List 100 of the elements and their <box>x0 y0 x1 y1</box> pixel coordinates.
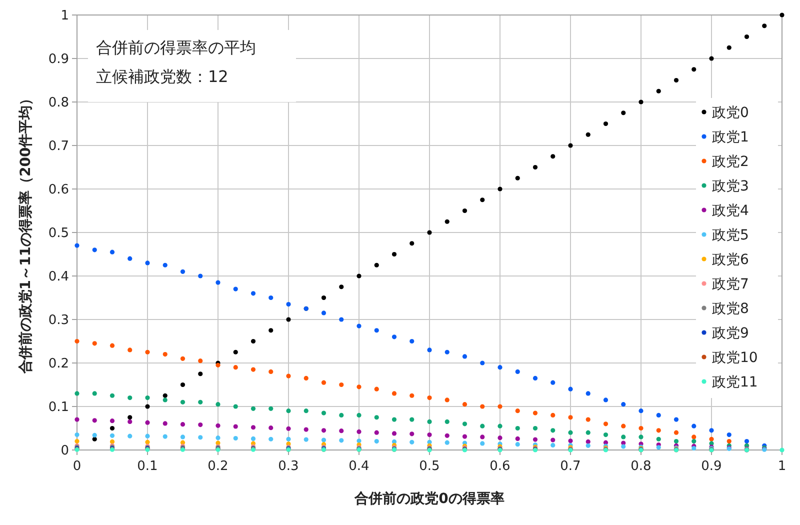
point <box>709 56 714 61</box>
point <box>427 432 432 438</box>
point <box>621 424 626 428</box>
point <box>726 45 732 50</box>
point <box>321 438 326 442</box>
point <box>233 286 238 292</box>
y-tick-label: 0.9 <box>48 52 69 68</box>
point <box>110 393 115 398</box>
point <box>198 422 203 428</box>
point <box>480 424 485 428</box>
point <box>532 410 538 416</box>
y-tick-label: 0 <box>60 444 69 459</box>
x-tick-label: 0.9 <box>701 459 722 474</box>
point <box>621 402 626 407</box>
x-tick-label: 0.2 <box>208 459 228 474</box>
point <box>586 430 590 435</box>
legend-label: 政党0 <box>712 104 749 121</box>
point <box>480 404 485 409</box>
point <box>128 256 132 261</box>
point <box>216 280 220 285</box>
point <box>198 372 203 376</box>
point <box>92 391 97 396</box>
point <box>410 393 414 398</box>
point <box>515 442 520 447</box>
point <box>250 338 256 344</box>
point <box>128 396 132 400</box>
point <box>638 100 644 104</box>
point <box>92 248 97 252</box>
x-tick-label: 0.4 <box>348 459 370 474</box>
point <box>498 365 502 370</box>
y-tick-label: 1 <box>60 8 69 24</box>
point <box>568 438 573 444</box>
point <box>568 386 573 392</box>
point <box>198 274 203 278</box>
legend-label: 政党4 <box>712 202 749 219</box>
point <box>268 426 274 430</box>
point <box>480 198 485 202</box>
point <box>356 324 362 328</box>
point <box>586 443 590 448</box>
point <box>410 241 414 246</box>
point <box>286 426 291 431</box>
point <box>498 186 502 192</box>
legend-label: 政党8 <box>712 300 749 317</box>
point <box>656 88 661 94</box>
point <box>692 446 696 451</box>
point <box>180 382 186 388</box>
y-tick-label: 0.1 <box>48 400 69 416</box>
point <box>286 436 291 442</box>
point <box>339 284 344 290</box>
point <box>444 219 450 224</box>
legend-label: 政党2 <box>712 154 749 170</box>
point <box>216 423 220 428</box>
x-tick-label: 1 <box>778 459 786 474</box>
x-tick-label: 0.1 <box>137 459 158 474</box>
point <box>603 398 608 402</box>
point <box>410 338 414 344</box>
x-tick-label: 0 <box>72 459 82 474</box>
y-tick-label: 0.5 <box>48 226 69 242</box>
point <box>304 427 308 432</box>
point <box>145 404 150 409</box>
point <box>162 393 168 398</box>
point <box>709 428 714 433</box>
point <box>532 426 538 431</box>
point <box>638 434 644 440</box>
point <box>145 396 150 400</box>
point <box>480 360 485 366</box>
point <box>410 440 414 444</box>
point <box>480 434 485 440</box>
point <box>568 143 573 148</box>
point <box>392 391 397 396</box>
point <box>550 442 556 448</box>
point <box>250 291 256 296</box>
x-axis-title: 合併前の政党0の得票率 <box>354 490 504 507</box>
point <box>216 402 220 407</box>
point <box>356 384 362 390</box>
point <box>74 417 80 422</box>
point <box>550 412 556 418</box>
point <box>356 429 362 434</box>
point <box>339 412 344 418</box>
point <box>586 132 590 137</box>
y-axis-title: 合併前の政党1～11の得票率（200件平均） <box>17 91 34 375</box>
y-tick-label: 0.4 <box>48 270 69 285</box>
point <box>250 406 256 411</box>
point <box>180 434 186 440</box>
point <box>304 408 308 414</box>
point <box>586 391 590 396</box>
point <box>532 437 538 442</box>
point <box>532 376 538 381</box>
y-tick-label: 0.6 <box>48 182 69 198</box>
point <box>339 382 344 388</box>
point <box>674 430 679 435</box>
point <box>762 24 767 28</box>
point <box>74 338 80 344</box>
point <box>462 402 468 407</box>
point <box>145 440 150 444</box>
point <box>692 434 696 440</box>
point <box>427 348 432 352</box>
point <box>321 310 326 316</box>
x-tick-label: 0.7 <box>560 459 581 474</box>
point <box>339 428 344 434</box>
